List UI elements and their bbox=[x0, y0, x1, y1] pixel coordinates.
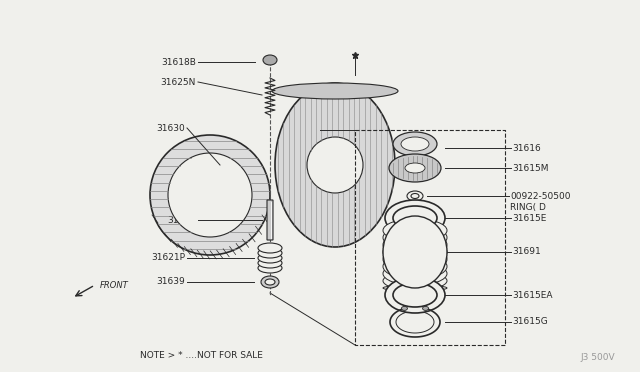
Ellipse shape bbox=[383, 216, 447, 288]
Ellipse shape bbox=[383, 262, 447, 285]
Ellipse shape bbox=[393, 206, 437, 230]
Text: 31618: 31618 bbox=[167, 215, 196, 224]
Ellipse shape bbox=[403, 245, 427, 259]
Text: 31615EA: 31615EA bbox=[512, 291, 552, 299]
Text: FRONT: FRONT bbox=[100, 280, 129, 289]
Text: 31630: 31630 bbox=[156, 124, 185, 132]
Ellipse shape bbox=[383, 246, 447, 273]
Ellipse shape bbox=[393, 132, 437, 156]
Ellipse shape bbox=[307, 137, 363, 193]
Text: 31616: 31616 bbox=[512, 144, 541, 153]
Ellipse shape bbox=[422, 307, 429, 310]
FancyBboxPatch shape bbox=[267, 200, 273, 240]
Ellipse shape bbox=[411, 193, 419, 199]
Ellipse shape bbox=[401, 307, 408, 310]
Ellipse shape bbox=[405, 163, 425, 173]
Ellipse shape bbox=[258, 253, 282, 263]
Ellipse shape bbox=[258, 258, 282, 268]
Text: NOTE > * ....NOT FOR SALE: NOTE > * ....NOT FOR SALE bbox=[140, 350, 263, 359]
Text: J3 500V: J3 500V bbox=[580, 353, 615, 362]
Text: 00922-50500: 00922-50500 bbox=[510, 192, 570, 201]
Text: 31625N: 31625N bbox=[161, 77, 196, 87]
Ellipse shape bbox=[383, 253, 447, 279]
Ellipse shape bbox=[258, 263, 282, 273]
Ellipse shape bbox=[263, 55, 277, 65]
Ellipse shape bbox=[393, 283, 437, 307]
Ellipse shape bbox=[272, 83, 398, 99]
Ellipse shape bbox=[385, 277, 445, 313]
Text: 31618B: 31618B bbox=[161, 58, 196, 67]
Ellipse shape bbox=[275, 83, 395, 247]
Text: 31639: 31639 bbox=[156, 278, 185, 286]
Text: 31615G: 31615G bbox=[512, 317, 548, 327]
Text: 31615M: 31615M bbox=[512, 164, 548, 173]
Ellipse shape bbox=[258, 248, 282, 258]
Ellipse shape bbox=[265, 279, 275, 285]
Ellipse shape bbox=[261, 276, 279, 288]
Text: RING( D: RING( D bbox=[510, 202, 546, 212]
Ellipse shape bbox=[383, 231, 447, 259]
Ellipse shape bbox=[383, 238, 447, 266]
Ellipse shape bbox=[385, 200, 445, 236]
Ellipse shape bbox=[383, 271, 447, 290]
Ellipse shape bbox=[383, 219, 447, 242]
Ellipse shape bbox=[150, 135, 270, 255]
Text: 31621P: 31621P bbox=[151, 253, 185, 263]
Ellipse shape bbox=[383, 225, 447, 250]
Ellipse shape bbox=[258, 243, 282, 253]
Ellipse shape bbox=[383, 285, 447, 291]
Ellipse shape bbox=[389, 154, 441, 182]
Ellipse shape bbox=[407, 191, 423, 201]
Text: 31615E: 31615E bbox=[512, 214, 547, 222]
Text: 31691: 31691 bbox=[512, 247, 541, 257]
Ellipse shape bbox=[401, 137, 429, 151]
Ellipse shape bbox=[168, 153, 252, 237]
